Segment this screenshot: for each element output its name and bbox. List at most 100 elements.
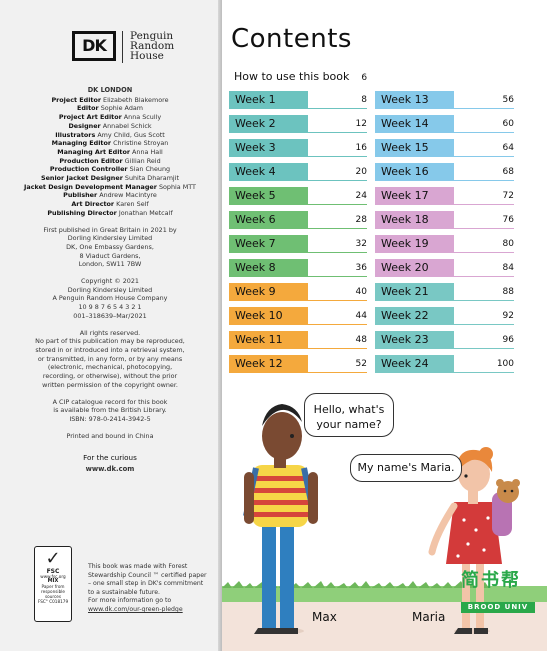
week-rule — [308, 107, 367, 109]
week-label: Week 5 — [229, 187, 308, 205]
week-page: 64 — [502, 143, 514, 153]
week-entry[interactable]: Week 23 96 — [375, 331, 514, 349]
credit-line: Production Editor Gillian Reid — [59, 156, 161, 165]
week-rule — [454, 131, 514, 133]
week-page: 20 — [355, 167, 367, 177]
week-page: 8 — [361, 95, 367, 105]
publisher-logo: DK Penguin Random House — [72, 31, 174, 63]
fsc-badge: ✓ FSC www.fsc.org MIX Paper from respons… — [34, 546, 72, 622]
week-page: 60 — [502, 119, 514, 129]
week-entry[interactable]: Week 18 76 — [375, 211, 514, 229]
credit-line: Project Editor Elizabeth Blakemore — [51, 95, 169, 104]
week-entry[interactable]: Week 12 52 — [229, 355, 367, 373]
week-label: Week 7 — [229, 235, 308, 253]
week-label: Week 9 — [229, 283, 308, 301]
how-to-entry[interactable]: How to use this book 6 — [234, 70, 367, 83]
credit-line: Managing Editor Christine Stroyan — [51, 139, 169, 148]
week-entry[interactable]: Week 16 68 — [375, 163, 514, 181]
week-rule — [454, 299, 514, 301]
week-label: Week 20 — [375, 259, 454, 277]
week-entry[interactable]: Week 4 20 — [229, 163, 367, 181]
first-published: First published in Great Britain in 2021… — [43, 225, 177, 269]
week-page: 52 — [355, 359, 367, 369]
week-label: Week 18 — [375, 211, 454, 229]
credit-line: Designer Annabel Schick — [68, 121, 152, 130]
week-rule — [308, 227, 367, 229]
week-page: 80 — [502, 239, 514, 249]
week-label: Week 16 — [375, 163, 454, 181]
week-page: 84 — [502, 263, 514, 273]
week-entry[interactable]: Week 6 28 — [229, 211, 367, 229]
week-rule — [454, 323, 514, 325]
week-entry[interactable]: Week 10 44 — [229, 307, 367, 325]
credit-line: Illustrators Amy Child, Gus Scott — [55, 130, 165, 139]
week-page: 36 — [355, 263, 367, 273]
week-entry[interactable]: Week 11 48 — [229, 331, 367, 349]
credit-line: Publishing Director Jonathan Metcalf — [47, 208, 173, 217]
copyright: Copyright © 2021 Dorling Kindersley Limit… — [52, 277, 168, 320]
green-pledge-link[interactable]: www.dk.com/our-green-pledge — [88, 605, 183, 613]
tree-icon: ✓ — [45, 548, 61, 569]
credit-line: Production Controller Sian Cheung — [49, 165, 171, 174]
week-rule — [454, 203, 514, 205]
week-entry[interactable]: Week 15 64 — [375, 139, 514, 157]
week-page: 48 — [355, 335, 367, 345]
week-label: Week 12 — [229, 355, 308, 373]
week-label: Week 10 — [229, 307, 308, 325]
week-entry[interactable]: Week 22 92 — [375, 307, 514, 325]
week-entry[interactable]: Week 20 84 — [375, 259, 514, 277]
week-entry[interactable]: Week 3 16 — [229, 139, 367, 157]
logo-divider — [122, 31, 123, 63]
week-rule — [454, 371, 514, 373]
imprint-text: DK LONDON Project Editor Elizabeth Blake… — [12, 86, 208, 474]
book-spine — [218, 0, 222, 651]
watermark: 简书帮 BROOD UNIV — [455, 566, 537, 616]
week-rule — [308, 203, 367, 205]
week-rule — [308, 323, 367, 325]
week-entry[interactable]: Week 7 32 — [229, 235, 367, 253]
week-rule — [454, 155, 514, 157]
how-to-label: How to use this book — [234, 70, 350, 83]
week-label: Week 17 — [375, 187, 454, 205]
name-maria: Maria — [412, 610, 446, 624]
week-label: Week 21 — [375, 283, 454, 301]
week-label: Week 2 — [229, 115, 308, 133]
week-rule — [308, 251, 367, 253]
week-page: 24 — [355, 191, 367, 201]
week-page: 96 — [502, 335, 514, 345]
credit-line: Publisher Andrew Macintyre — [63, 191, 157, 200]
credit-line: Jacket Design Development Manager Sophia… — [24, 182, 196, 191]
name-max: Max — [312, 610, 337, 624]
week-page: 68 — [502, 167, 514, 177]
week-entry[interactable]: Week 21 88 — [375, 283, 514, 301]
week-rule — [308, 155, 367, 157]
week-entry[interactable]: Week 17 72 — [375, 187, 514, 205]
max-character — [243, 404, 318, 634]
week-label: Week 8 — [229, 259, 308, 277]
week-entry[interactable]: Week 5 24 — [229, 187, 367, 205]
week-page: 40 — [355, 287, 367, 297]
printed-notice: Printed and bound in China — [66, 431, 154, 440]
week-entry[interactable]: Week 8 36 — [229, 259, 367, 277]
week-entry[interactable]: Week 2 12 — [229, 115, 367, 133]
week-page: 16 — [355, 143, 367, 153]
credit-line: Art Director Karen Self — [71, 200, 149, 209]
publisher-name: Penguin Random House — [130, 30, 175, 62]
week-rule — [308, 131, 367, 133]
week-rule — [308, 347, 367, 349]
week-entry[interactable]: Week 1 8 — [229, 91, 367, 109]
week-rule — [454, 179, 514, 181]
week-entry[interactable]: Week 14 60 — [375, 115, 514, 133]
rights-notice: All rights reserved. No part of this publ… — [35, 328, 185, 389]
week-page: 44 — [355, 311, 367, 321]
week-rule — [454, 107, 514, 109]
week-label: Week 1 — [229, 91, 308, 109]
week-entry[interactable]: Week 9 40 — [229, 283, 367, 301]
week-entry[interactable]: Week 19 80 — [375, 235, 514, 253]
week-rule — [454, 347, 514, 349]
week-entry[interactable]: Week 24 100 — [375, 355, 514, 373]
week-label: Week 19 — [375, 235, 454, 253]
credits-list: Project Editor Elizabeth Blakemore Editor… — [12, 96, 208, 218]
week-label: Week 3 — [229, 139, 308, 157]
week-entry[interactable]: Week 13 56 — [375, 91, 514, 109]
